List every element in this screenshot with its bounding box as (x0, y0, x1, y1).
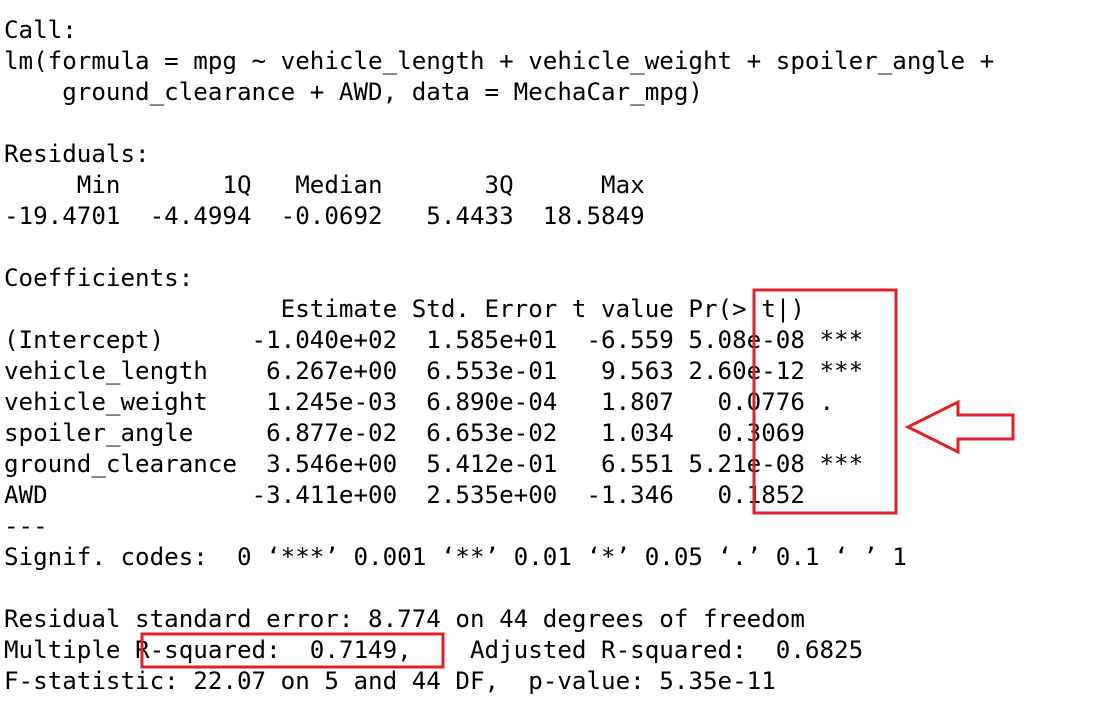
coefficient-row-spoiler-angle: spoiler_angle 6.877e-02 6.653e-02 1.034 … (4, 419, 864, 447)
blank-line (4, 108, 994, 139)
signif-codes-legend: Signif. codes: 0 ‘***’ 0.001 ‘**’ 0.01 ‘… (4, 543, 907, 571)
coefficients-header: Coefficients: (4, 264, 194, 292)
separator-line: --- (4, 512, 48, 540)
blank-line (4, 573, 994, 604)
coefficient-row-vehicle-length: vehicle_length 6.267e+00 6.553e-01 9.563… (4, 357, 864, 385)
f-statistic-line: F-statistic: 22.07 on 5 and 44 DF, p-val… (4, 667, 776, 695)
call-formula-line-2: ground_clearance + AWD, data = MechaCar_… (4, 78, 703, 106)
coefficient-row-ground-clearance: ground_clearance 3.546e+00 5.412e-01 6.5… (4, 450, 864, 478)
call-header: Call: (4, 16, 77, 44)
residuals-header: Residuals: (4, 140, 150, 168)
coefficient-row-vehicle-weight: vehicle_weight 1.245e-03 6.890e-04 1.807… (4, 388, 864, 416)
blank-line (4, 232, 994, 263)
coefficient-row-awd: AWD -3.411e+00 2.535e+00 -1.346 0.1852 (4, 481, 864, 509)
r-squared-line: Multiple R-squared: 0.7149, Adjusted R-s… (4, 636, 878, 664)
residuals-quantile-labels: Min 1Q Median 3Q Max (4, 171, 660, 199)
r-console-output: Call: lm(formula = mpg ~ vehicle_length +… (4, 15, 994, 697)
coefficient-row-intercept: (Intercept) -1.040e+02 1.585e+01 -6.559 … (4, 326, 864, 354)
residual-standard-error: Residual standard error: 8.774 on 44 deg… (4, 605, 805, 633)
residuals-quantile-values: -19.4701 -4.4994 -0.0692 5.4433 18.5849 (4, 202, 660, 230)
call-formula-line-1: lm(formula = mpg ~ vehicle_length + vehi… (4, 47, 995, 75)
coefficients-column-headers: Estimate Std. Error t value Pr(>|t|) (4, 295, 864, 323)
